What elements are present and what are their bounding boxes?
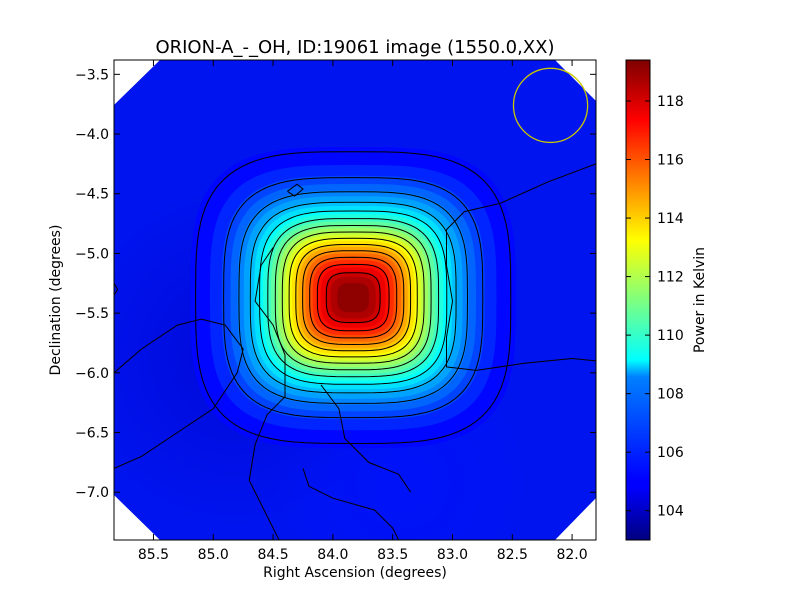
chart-title: ORION-A_-_OH, ID:19061 image (1550.0,XX)	[155, 37, 554, 58]
contour-level	[287, 183, 304, 197]
x-tick-label: 84.5	[257, 547, 288, 563]
y-tick-label: −6.0	[75, 366, 109, 382]
y-tick-label: −5.5	[75, 306, 109, 322]
y-tick-label: −6.5	[75, 426, 109, 442]
x-tick-label: 82.5	[497, 547, 528, 563]
y-tick-label: −5.0	[75, 246, 109, 262]
contour-level	[302, 250, 405, 346]
contour-level	[223, 177, 484, 419]
contour-level	[316, 263, 390, 332]
colorbar: 104 106 108 110 112 114 116 118 Power in Kelvin	[625, 59, 708, 541]
contour-level	[195, 151, 512, 445]
x-tick-label: 85.5	[138, 547, 169, 563]
contour-level	[325, 272, 381, 323]
contour-level	[320, 384, 412, 493]
contour-level	[238, 191, 469, 404]
colorbar-tick-label: 110	[657, 328, 684, 344]
colorbar-tick-label: 108	[657, 387, 684, 403]
plot-area: 85.5 85.0 84.5 84.0 83.5 83.0 82.5 82.0 −3.5 −4.…	[75, 59, 597, 563]
beam-circle	[512, 67, 589, 144]
contour-level	[259, 210, 448, 385]
contour-level	[446, 163, 596, 371]
contour-level	[114, 283, 119, 296]
colorbar-tick-label: 104	[657, 504, 684, 520]
colorbar-tick-label: 106	[657, 445, 684, 461]
x-tick-label: 83.0	[437, 547, 468, 563]
y-axis-ticks: −3.5 −4.0 −4.5 −5.0 −5.5 −6.0 −6.5 −7.0	[75, 67, 596, 501]
colorbar-tick-label: 112	[657, 270, 684, 286]
y-tick-label: −7.0	[75, 485, 109, 501]
contour-level	[248, 247, 286, 540]
y-tick-label: −4.5	[75, 187, 109, 203]
contour-level	[114, 318, 244, 469]
y-axis-label: Declination (degrees)	[48, 225, 64, 376]
contour-level	[302, 468, 400, 540]
contour-level	[281, 231, 425, 364]
x-tick-label: 84.0	[317, 547, 348, 563]
x-axis-ticks: 85.5 85.0 84.5 84.0 83.5 83.0 82.5 82.0	[138, 60, 588, 563]
emission-band	[337, 283, 369, 313]
colorbar-tick-label: 116	[657, 153, 684, 169]
y-tick-label: −4.0	[75, 127, 109, 143]
contour-level	[309, 256, 398, 339]
contour-level	[295, 244, 412, 352]
colorbar-label: Power in Kelvin	[692, 247, 708, 353]
y-tick-label: −3.5	[75, 67, 109, 83]
colorbar-tick-label: 114	[657, 211, 684, 227]
contour-lines	[114, 151, 596, 540]
contour-level	[267, 218, 440, 378]
colorbar-ticks: 104 106 108 110 112 114 116 118	[626, 94, 684, 520]
contour-level	[249, 201, 457, 394]
colorbar-gradient	[625, 59, 651, 541]
x-tick-label: 83.5	[377, 547, 408, 563]
x-tick-label: 82.0	[556, 547, 587, 563]
x-tick-label: 85.0	[198, 547, 229, 563]
heatmap-image	[114, 60, 596, 540]
colorbar-tick-label: 118	[657, 94, 684, 110]
contour-level	[274, 224, 432, 371]
contour-level	[288, 237, 418, 358]
x-axis-label: Right Ascension (degrees)	[263, 565, 447, 581]
plot-frame	[113, 59, 597, 541]
